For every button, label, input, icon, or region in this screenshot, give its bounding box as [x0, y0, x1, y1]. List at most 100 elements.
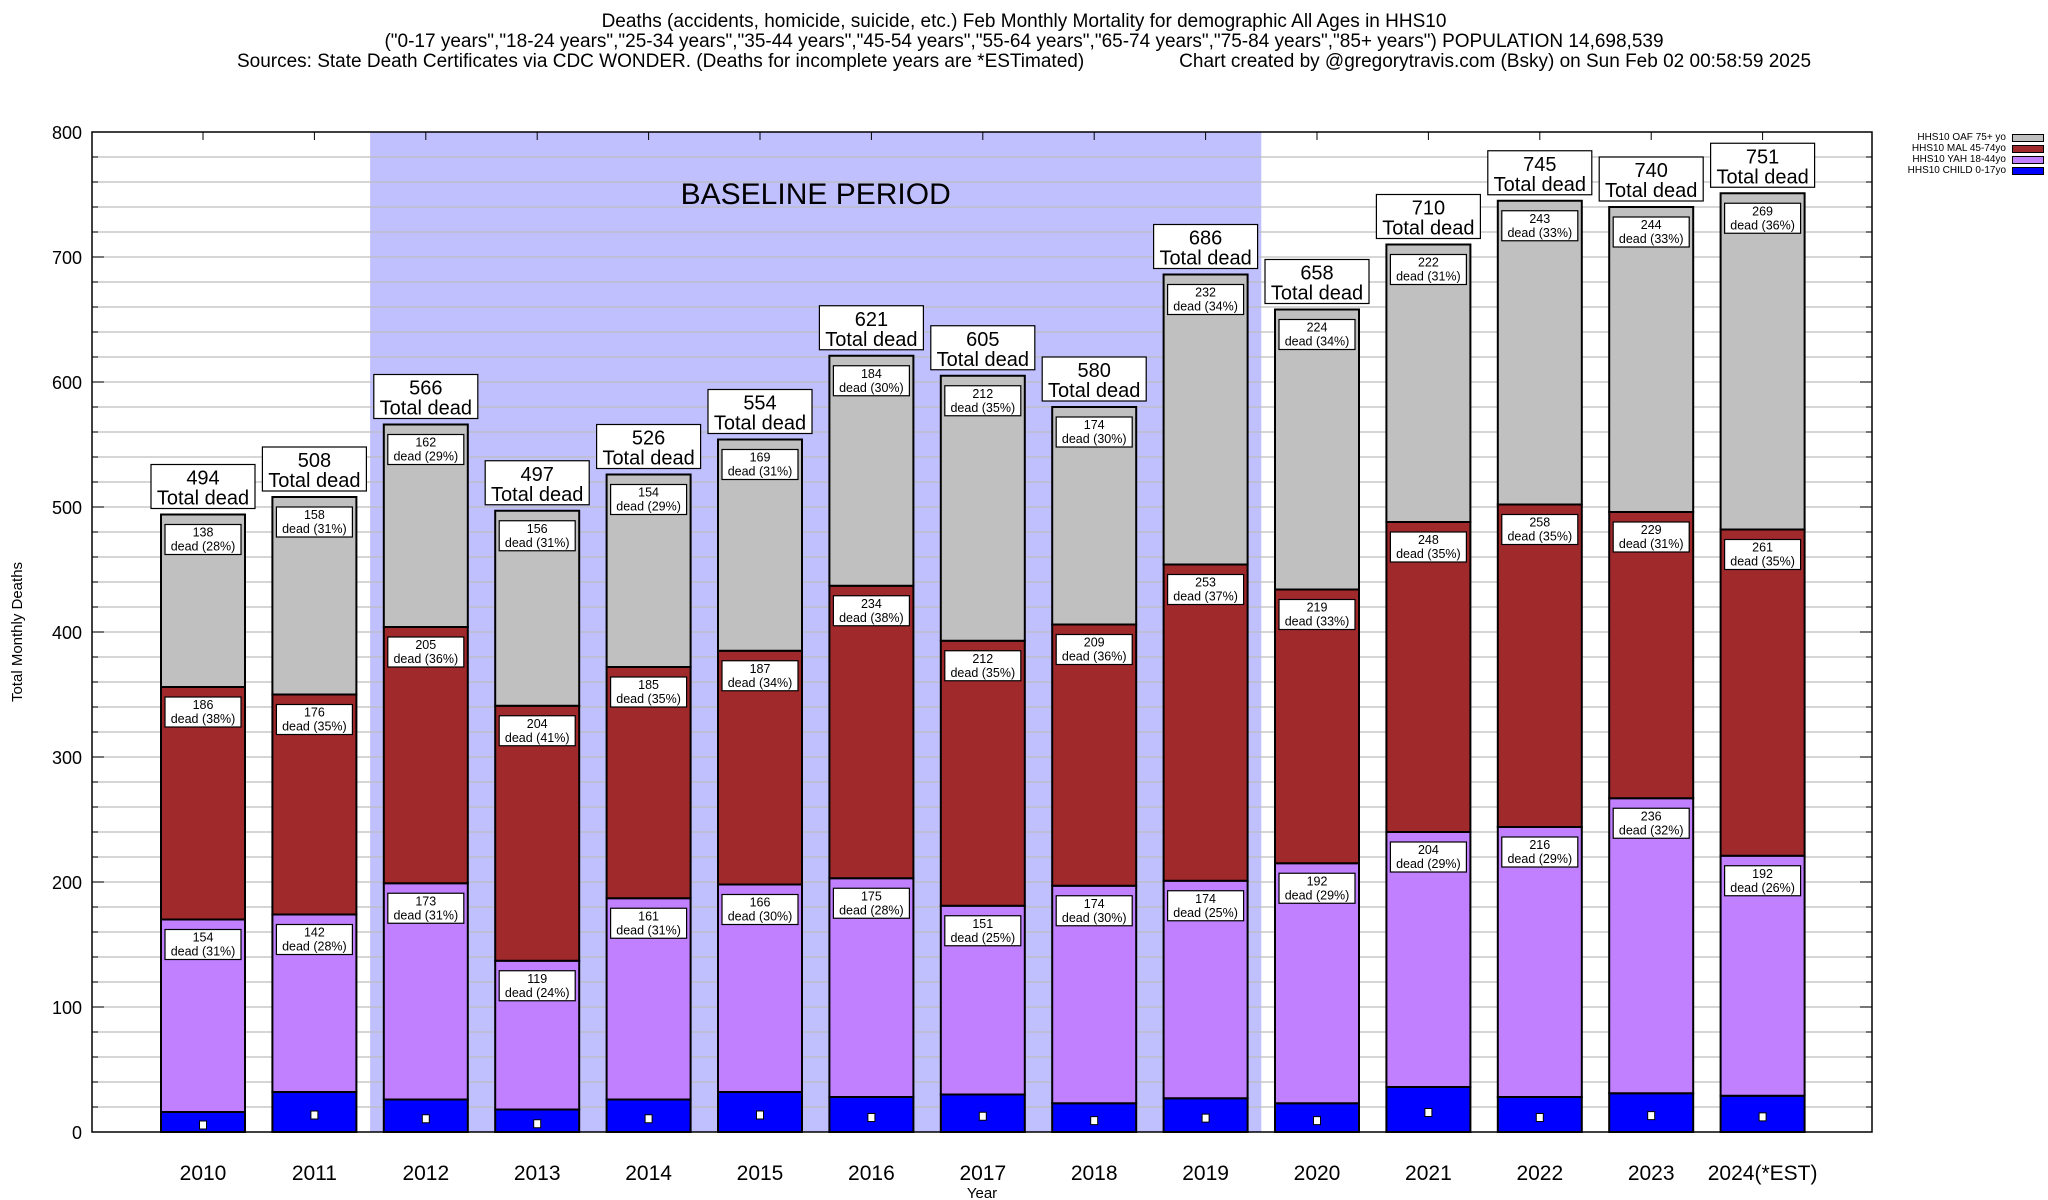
segment-pct-label: dead (35%): [1396, 547, 1461, 561]
segment-label-box: [832, 365, 911, 397]
segment-value-label: 156: [527, 522, 548, 536]
child-marker: [756, 1110, 764, 1120]
bar-segment: [1496, 503, 1583, 828]
total-suffix-label: Total dead: [714, 413, 806, 435]
segment-pct-label: dead (31%): [393, 908, 458, 922]
bar-segment: [1274, 588, 1360, 865]
segment-label-box: [721, 893, 799, 926]
segment-pct-label: dead (30%): [728, 910, 793, 924]
segment-value-label: 169: [750, 451, 771, 465]
segment-label-box: [832, 595, 911, 627]
bar-segment: [1496, 199, 1583, 506]
source-text: Sources: State Death Certificates via CD…: [236, 51, 1085, 72]
segment-label-box: [164, 928, 242, 961]
segment-value-label: 269: [1752, 204, 1773, 218]
x-tick-label: 2011: [292, 1162, 337, 1185]
y-tick-label: 500: [52, 498, 82, 518]
segment-pct-label: dead (31%): [1619, 537, 1684, 551]
segment-value-label: 161: [638, 909, 659, 923]
legend-swatch: [2012, 166, 2044, 175]
segment-label-box: [609, 483, 688, 516]
segment-pct-label: dead (31%): [171, 945, 236, 959]
segment-label-box: [164, 696, 242, 728]
total-label-box: [1709, 142, 1816, 188]
segment-value-label: 162: [415, 436, 436, 450]
total-suffix-label: Total dead: [1494, 174, 1586, 196]
segment-pct-label: dead (35%): [950, 401, 1015, 415]
segment-pct-label: dead (33%): [1619, 232, 1684, 246]
segment-label-box: [1612, 216, 1690, 248]
total-label-box: [1375, 193, 1482, 240]
child-marker: [533, 1119, 542, 1129]
segment-value-label: 186: [193, 698, 214, 712]
total-label-box: [1598, 156, 1704, 202]
segment-pct-label: dead (38%): [839, 611, 904, 625]
total-label-box: [150, 463, 256, 510]
segment-value-label: 174: [1195, 892, 1216, 906]
x-tick-label: 2023: [1628, 1162, 1675, 1185]
segment-value-label: 151: [972, 917, 993, 931]
segment-label-box: [275, 923, 353, 956]
segment-value-label: 212: [972, 387, 993, 401]
segment-label-box: [1166, 283, 1245, 316]
y-tick-label: 100: [52, 998, 82, 1018]
x-tick-label: 2022: [1516, 1162, 1563, 1185]
segment-value-label: 154: [638, 486, 659, 500]
segment-label-box: [1278, 872, 1356, 904]
segment-value-label: 236: [1641, 809, 1662, 823]
legend-item-yah: HHS10 YAH 18-44yo: [1908, 154, 2044, 165]
total-suffix-label: Total dead: [157, 488, 249, 510]
segment-pct-label: dead (28%): [839, 903, 904, 917]
bar-segment: [1162, 563, 1249, 882]
segment-value-label: 248: [1418, 533, 1439, 547]
x-tick-label: 2014: [625, 1162, 672, 1185]
child-marker: [644, 1114, 653, 1124]
segment-pct-label: dead (36%): [1062, 650, 1127, 664]
segment-pct-label: dead (28%): [171, 540, 236, 554]
segment-value-label: 175: [861, 889, 882, 903]
segment-value-label: 154: [193, 931, 214, 945]
segment-label-box: [1501, 513, 1579, 546]
total-suffix-label: Total dead: [1048, 380, 1140, 402]
x-tick-label: 2017: [959, 1162, 1006, 1185]
segment-value-label: 173: [415, 894, 436, 908]
segment-pct-label: dead (33%): [1285, 615, 1350, 629]
x-tick-label: 2018: [1071, 1162, 1118, 1185]
segment-pct-label: dead (35%): [1507, 530, 1572, 544]
segment-pct-label: dead (41%): [505, 731, 570, 745]
segment-label-box: [944, 650, 1022, 682]
total-value-label: 508: [298, 450, 331, 472]
legend-swatch: [2012, 144, 2044, 153]
total-suffix-label: Total dead: [602, 448, 694, 470]
y-tick-label: 800: [52, 123, 82, 143]
segment-label-box: [164, 523, 242, 556]
segment-pct-label: dead (29%): [1396, 857, 1461, 871]
plot-frame: [91, 131, 1873, 1133]
segment-label-box: [1389, 253, 1468, 286]
segment-pct-label: dead (31%): [616, 923, 681, 937]
x-tick-label: 2010: [180, 1162, 227, 1185]
y-tick-label: 600: [52, 373, 82, 393]
total-label-box: [484, 460, 590, 506]
segment-label-box: [387, 892, 465, 924]
total-value-label: 497: [521, 464, 554, 486]
segment-label-box: [1278, 598, 1356, 631]
bar-segment: [1051, 623, 1138, 887]
x-tick-label: 2020: [1294, 1162, 1341, 1185]
segment-label-box: [1055, 416, 1133, 448]
segment-pct-label: dead (33%): [1507, 226, 1572, 240]
segment-pct-label: dead (35%): [1730, 555, 1795, 569]
total-label-box: [261, 446, 367, 492]
total-label-box: [1264, 258, 1370, 305]
child-marker: [1424, 1108, 1433, 1117]
segment-value-label: 216: [1529, 838, 1550, 852]
segment-pct-label: dead (31%): [505, 536, 570, 550]
segment-value-label: 192: [1307, 874, 1328, 888]
bar-segment: [1385, 243, 1472, 523]
child-marker: [1758, 1112, 1767, 1122]
segment-value-label: 119: [527, 972, 547, 986]
segment-label-box: [1389, 531, 1468, 563]
bar-segment: [1608, 797, 1695, 1095]
bar-segment: [939, 639, 1026, 907]
